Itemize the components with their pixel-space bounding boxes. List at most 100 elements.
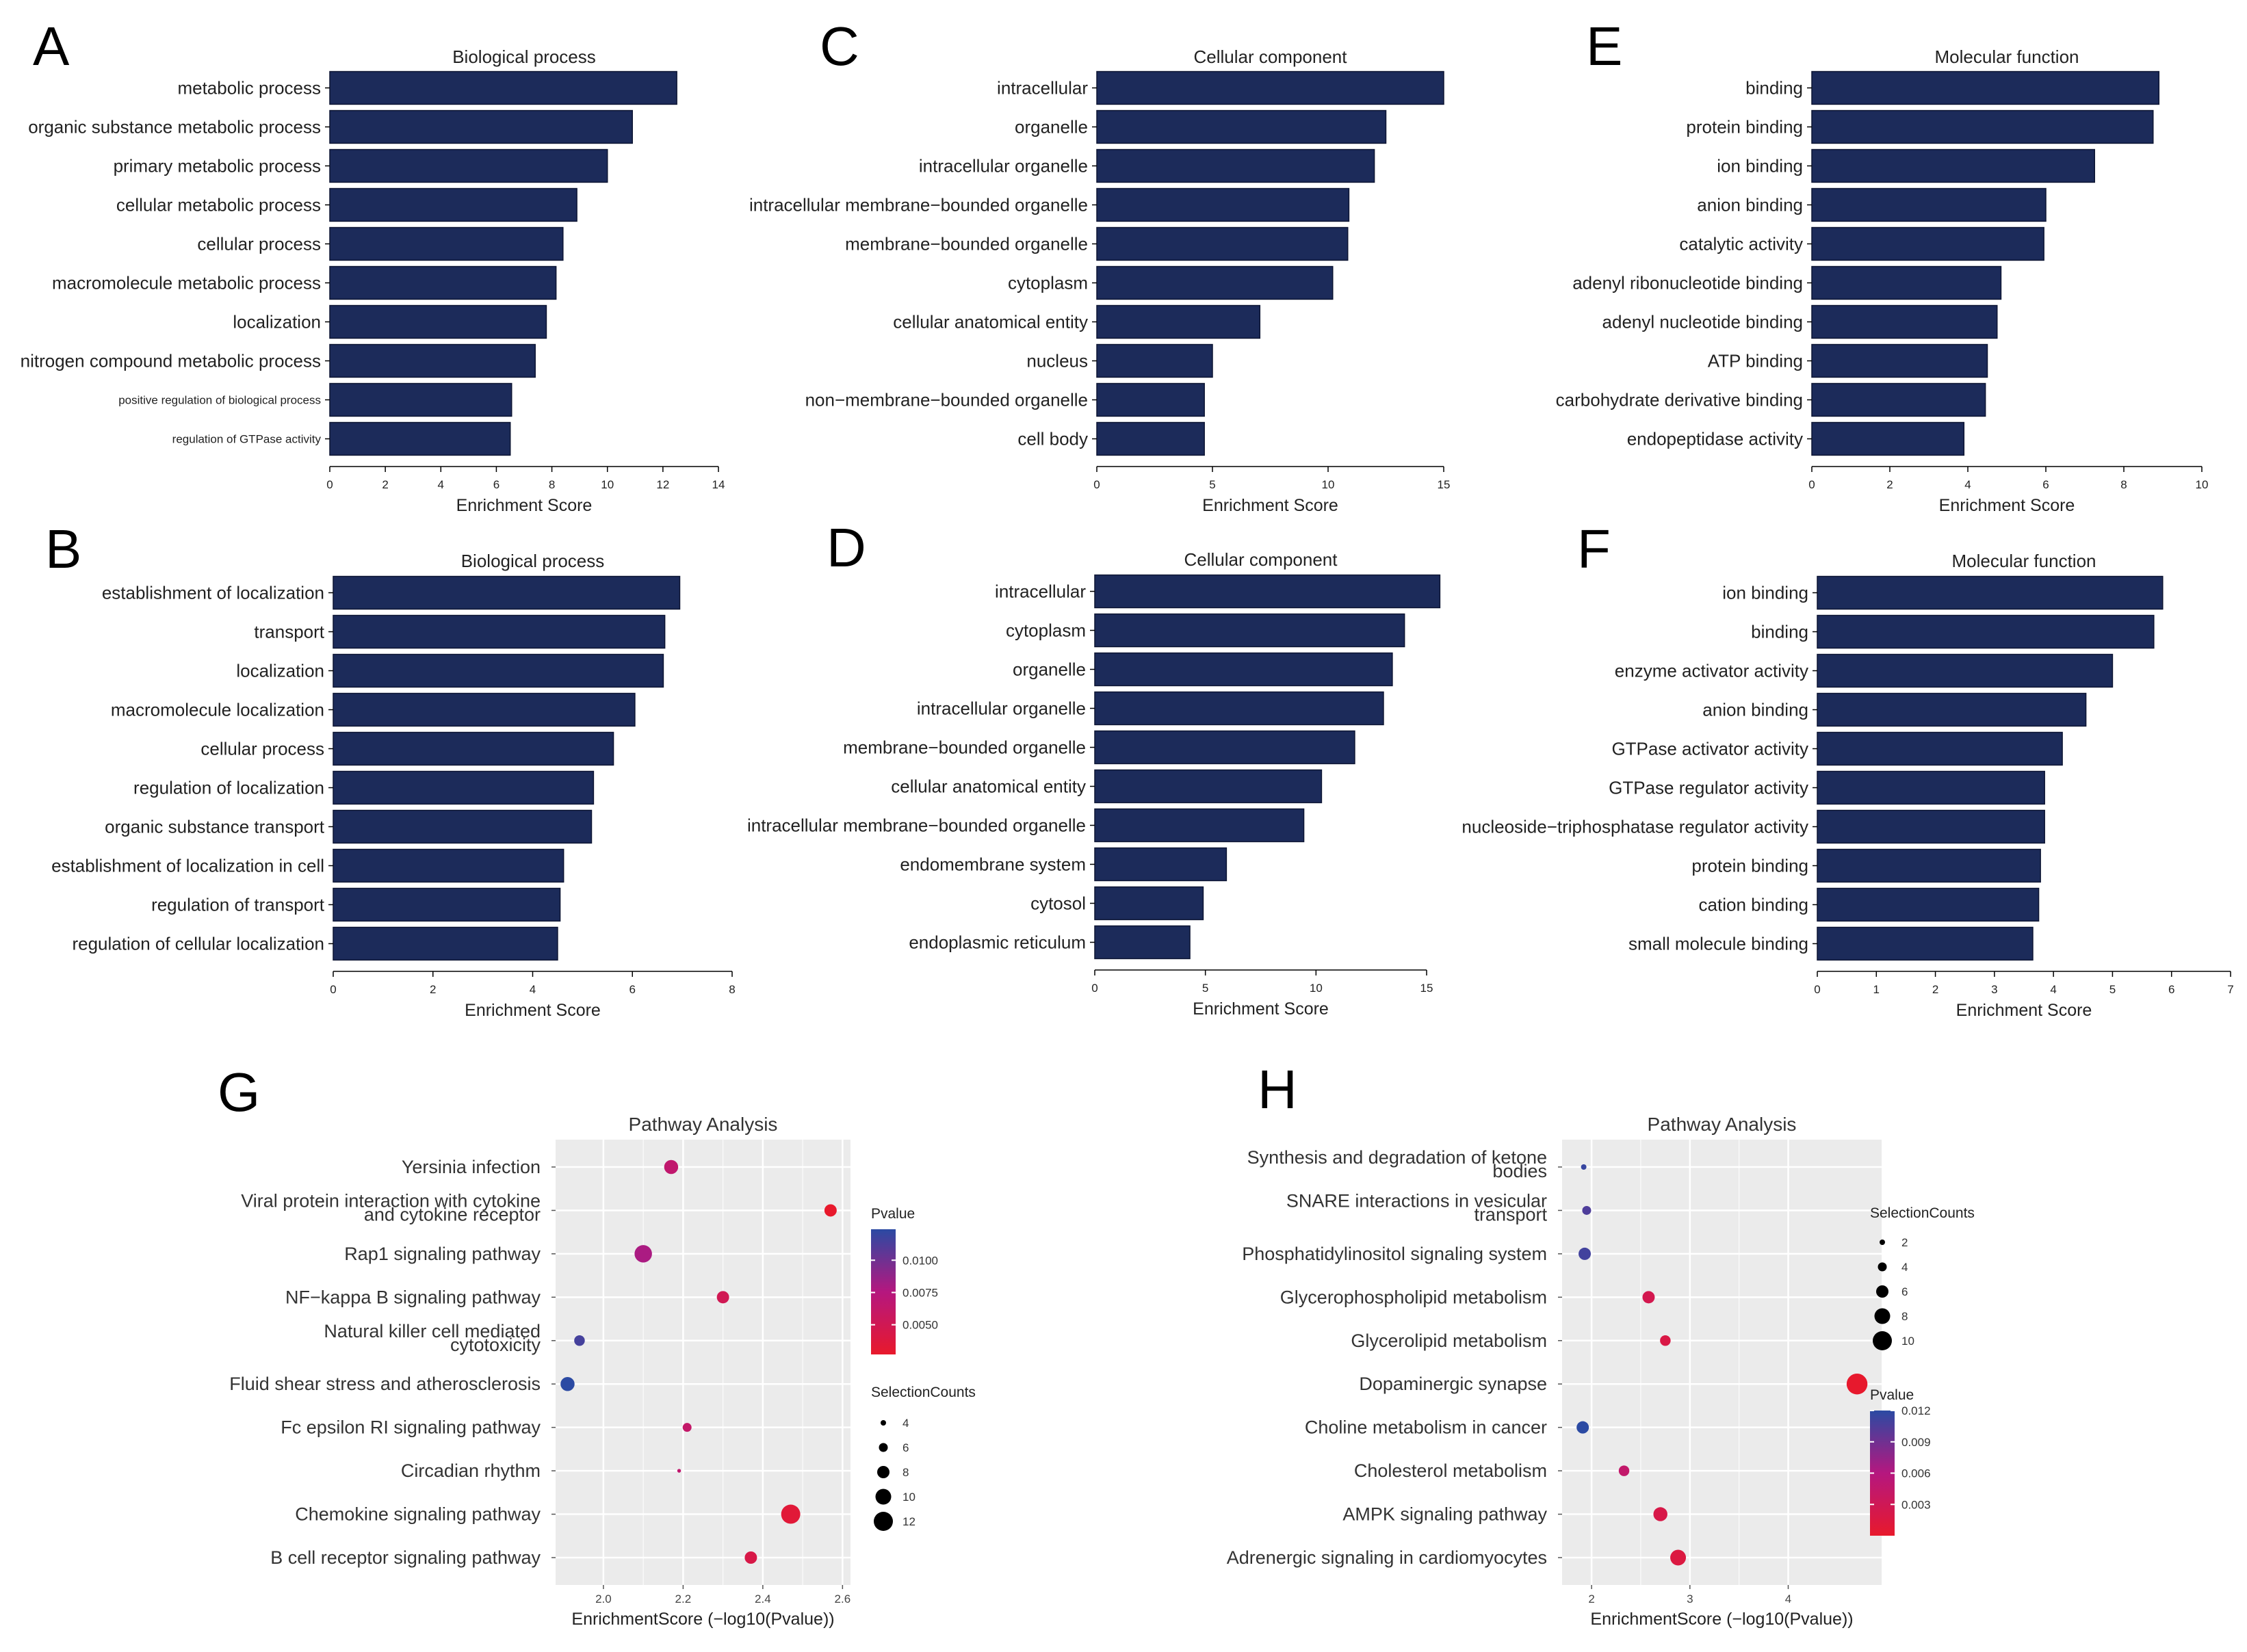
category-label: regulation of cellular localization xyxy=(72,934,324,954)
x-tick-label: 0 xyxy=(1808,478,1815,491)
x-axis-title: EnrichmentScore (−log10(Pvalue)) xyxy=(571,1610,834,1629)
category-label: transport xyxy=(254,622,324,642)
x-tick-label: 2 xyxy=(1932,983,1938,996)
data-point xyxy=(1582,1205,1592,1215)
x-tick-label: 8 xyxy=(2120,478,2127,491)
panel-letter: A xyxy=(33,16,70,77)
x-tick-label: 3 xyxy=(1991,983,1997,996)
x-tick-label: 5 xyxy=(1209,478,1215,491)
category-label: regulation of transport xyxy=(151,895,325,915)
category-label: adenyl ribonucleotide binding xyxy=(1572,273,1803,293)
category-label: regulation of GTPase activity xyxy=(172,433,322,446)
x-tick-label: 4 xyxy=(530,983,536,996)
size-legend-label: 4 xyxy=(902,1417,909,1430)
plot-background xyxy=(556,1140,850,1585)
color-legend-label: 0.0050 xyxy=(902,1319,938,1332)
x-tick-label: 4 xyxy=(438,478,444,491)
category-label: SNARE interactions in vesicular transport xyxy=(1286,1190,1548,1224)
panel-letter: D xyxy=(827,517,866,578)
x-axis-title: Enrichment Score xyxy=(1193,999,1329,1019)
category-label: protein binding xyxy=(1691,856,1808,876)
bar xyxy=(1096,70,1444,105)
bar xyxy=(1094,613,1405,648)
bar xyxy=(1811,148,2095,183)
x-tick-label: 3 xyxy=(1687,1592,1693,1605)
category-label: cellular anatomical entity xyxy=(893,312,1088,332)
data-point xyxy=(682,1423,692,1432)
category-label: small molecule binding xyxy=(1628,934,1808,954)
x-tick-label: 10 xyxy=(1310,982,1323,995)
data-point xyxy=(664,1159,679,1175)
panel-letter: B xyxy=(45,519,81,579)
category-label: anion binding xyxy=(1697,195,1803,215)
chart-title: Molecular function xyxy=(1935,47,2079,67)
category-label: cellular anatomical entity xyxy=(891,776,1086,797)
category-label: adenyl nucleotide binding xyxy=(1602,312,1803,332)
category-label: anion binding xyxy=(1702,700,1808,720)
size-legend-dot xyxy=(874,1512,893,1531)
bar xyxy=(333,692,636,727)
bar xyxy=(1811,343,1988,378)
chart-title: Cellular component xyxy=(1193,47,1347,67)
category-label: protein binding xyxy=(1686,117,1803,137)
x-axis-title: Enrichment Score xyxy=(1956,1001,2092,1020)
category-label: enzyme activator activity xyxy=(1615,661,1808,681)
size-legend-dot xyxy=(1874,1308,1891,1324)
data-point xyxy=(574,1335,585,1346)
bar xyxy=(333,653,664,688)
color-legend-title: Pvalue xyxy=(871,1206,915,1222)
bar xyxy=(1817,653,2114,688)
x-tick-label: 4 xyxy=(1785,1592,1791,1605)
category-label: macromolecule metabolic process xyxy=(52,273,321,293)
x-axis-title: EnrichmentScore (−log10(Pvalue)) xyxy=(1590,1610,1853,1629)
x-tick-label: 0 xyxy=(1093,478,1100,491)
category-label: endoplasmic reticulum xyxy=(909,932,1086,953)
x-axis-title: Enrichment Score xyxy=(465,1001,601,1020)
bar xyxy=(1096,187,1350,222)
bar xyxy=(1811,226,2044,261)
bar xyxy=(1094,808,1305,843)
category-label: localization xyxy=(233,312,321,332)
bar xyxy=(1817,614,2155,649)
bar xyxy=(1096,265,1334,300)
color-legend-label: 0.012 xyxy=(1901,1404,1931,1417)
color-legend-label: 0.003 xyxy=(1901,1498,1931,1511)
x-tick-label: 0 xyxy=(1091,982,1097,995)
bar xyxy=(1096,226,1349,261)
size-legend-dot xyxy=(1876,1285,1888,1298)
bar xyxy=(1811,421,1965,456)
chart-title: Cellular component xyxy=(1184,549,1338,570)
category-label: Choline metabolism in cancer xyxy=(1305,1417,1547,1438)
category-label: catalytic activity xyxy=(1679,234,1803,254)
size-legend-dot xyxy=(879,1443,888,1452)
bar xyxy=(1094,925,1191,960)
bar xyxy=(333,926,558,961)
category-label: cytoplasm xyxy=(1008,273,1088,293)
bar xyxy=(333,770,595,805)
category-label: cytosol xyxy=(1030,893,1086,914)
size-legend-label: 6 xyxy=(1901,1285,1908,1298)
category-label: binding xyxy=(1751,622,1808,642)
x-tick-label: 2.6 xyxy=(835,1592,851,1605)
category-label: ion binding xyxy=(1717,156,1803,176)
size-legend-dot xyxy=(1878,1262,1887,1272)
category-label: Fc epsilon RI signaling pathway xyxy=(281,1417,541,1438)
category-label: Natural killer cell mediated cytotoxicity xyxy=(324,1321,541,1355)
category-label: endomembrane system xyxy=(900,854,1086,875)
category-label: Circadian rhythm xyxy=(401,1460,541,1481)
size-legend-dot xyxy=(1873,1331,1892,1350)
x-tick-label: 4 xyxy=(2050,983,2056,996)
x-tick-label: 6 xyxy=(2168,983,2174,996)
data-point xyxy=(1576,1421,1589,1434)
bar xyxy=(1811,304,1998,339)
bar xyxy=(1811,187,2047,222)
x-axis-title: Enrichment Score xyxy=(456,496,593,515)
x-tick-label: 6 xyxy=(2042,478,2049,491)
x-tick-label: 2.4 xyxy=(755,1592,771,1605)
category-label: Dopaminergic synapse xyxy=(1359,1374,1547,1394)
category-label: endopeptidase activity xyxy=(1627,429,1803,449)
category-label: Adrenergic signaling in cardiomyocytes xyxy=(1227,1547,1547,1568)
category-label: cell body xyxy=(1017,429,1088,449)
bar xyxy=(1096,304,1261,339)
bar xyxy=(1096,148,1375,183)
